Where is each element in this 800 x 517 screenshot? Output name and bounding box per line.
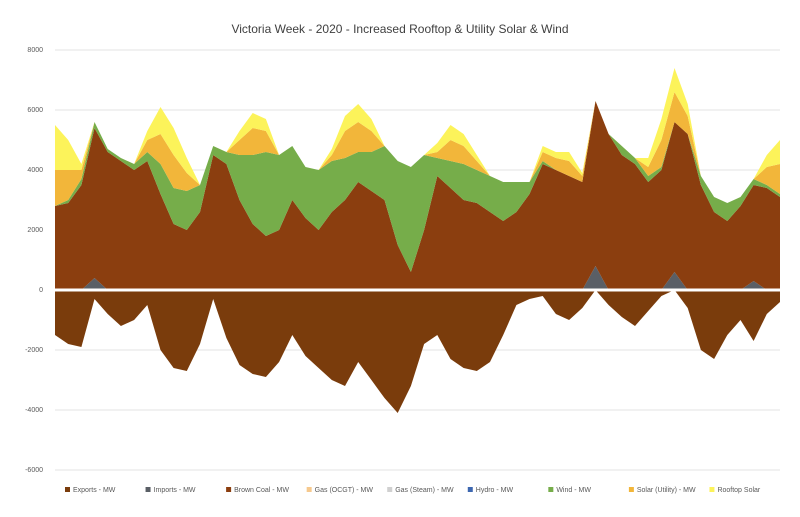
legend-label: Hydro - MW xyxy=(476,487,514,494)
legend-label: Rooftop Solar xyxy=(717,487,760,494)
legend-label: Solar (Utility) - MW xyxy=(637,487,696,494)
legend-label: Brown Coal - MW xyxy=(234,487,289,494)
legend-swatch xyxy=(709,487,715,492)
y-tick-label: 0 xyxy=(39,287,43,294)
legend-swatch xyxy=(65,487,70,492)
legend-label: Wind - MW xyxy=(556,487,591,494)
legend-label: Exports - MW xyxy=(73,487,116,494)
legend-label: Gas (OCGT) - MW xyxy=(315,487,374,494)
legend-label: Imports - MW xyxy=(154,487,196,494)
legend-swatch xyxy=(387,487,393,492)
area xyxy=(55,266,780,290)
legend-label: Gas (Steam) - MW xyxy=(395,487,454,494)
area xyxy=(55,101,780,290)
area xyxy=(55,101,780,272)
y-tick-label: 8000 xyxy=(27,47,43,54)
y-tick-label: 4000 xyxy=(27,167,43,174)
y-tick-label: 6000 xyxy=(27,107,43,114)
chart-title: Victoria Week - 2020 - Increased Rooftop… xyxy=(231,22,568,36)
y-tick-label: -2000 xyxy=(25,347,43,354)
legend-swatch xyxy=(467,487,473,492)
legend-swatch xyxy=(226,487,232,492)
legend-swatch xyxy=(548,487,554,492)
legend-swatch xyxy=(628,487,634,492)
y-tick-label: -4000 xyxy=(25,407,43,414)
y-tick-label: 2000 xyxy=(27,227,43,234)
legend-swatch xyxy=(306,487,312,492)
area xyxy=(55,290,780,413)
legend-swatch xyxy=(145,487,151,492)
y-tick-label: -6000 xyxy=(25,467,43,474)
